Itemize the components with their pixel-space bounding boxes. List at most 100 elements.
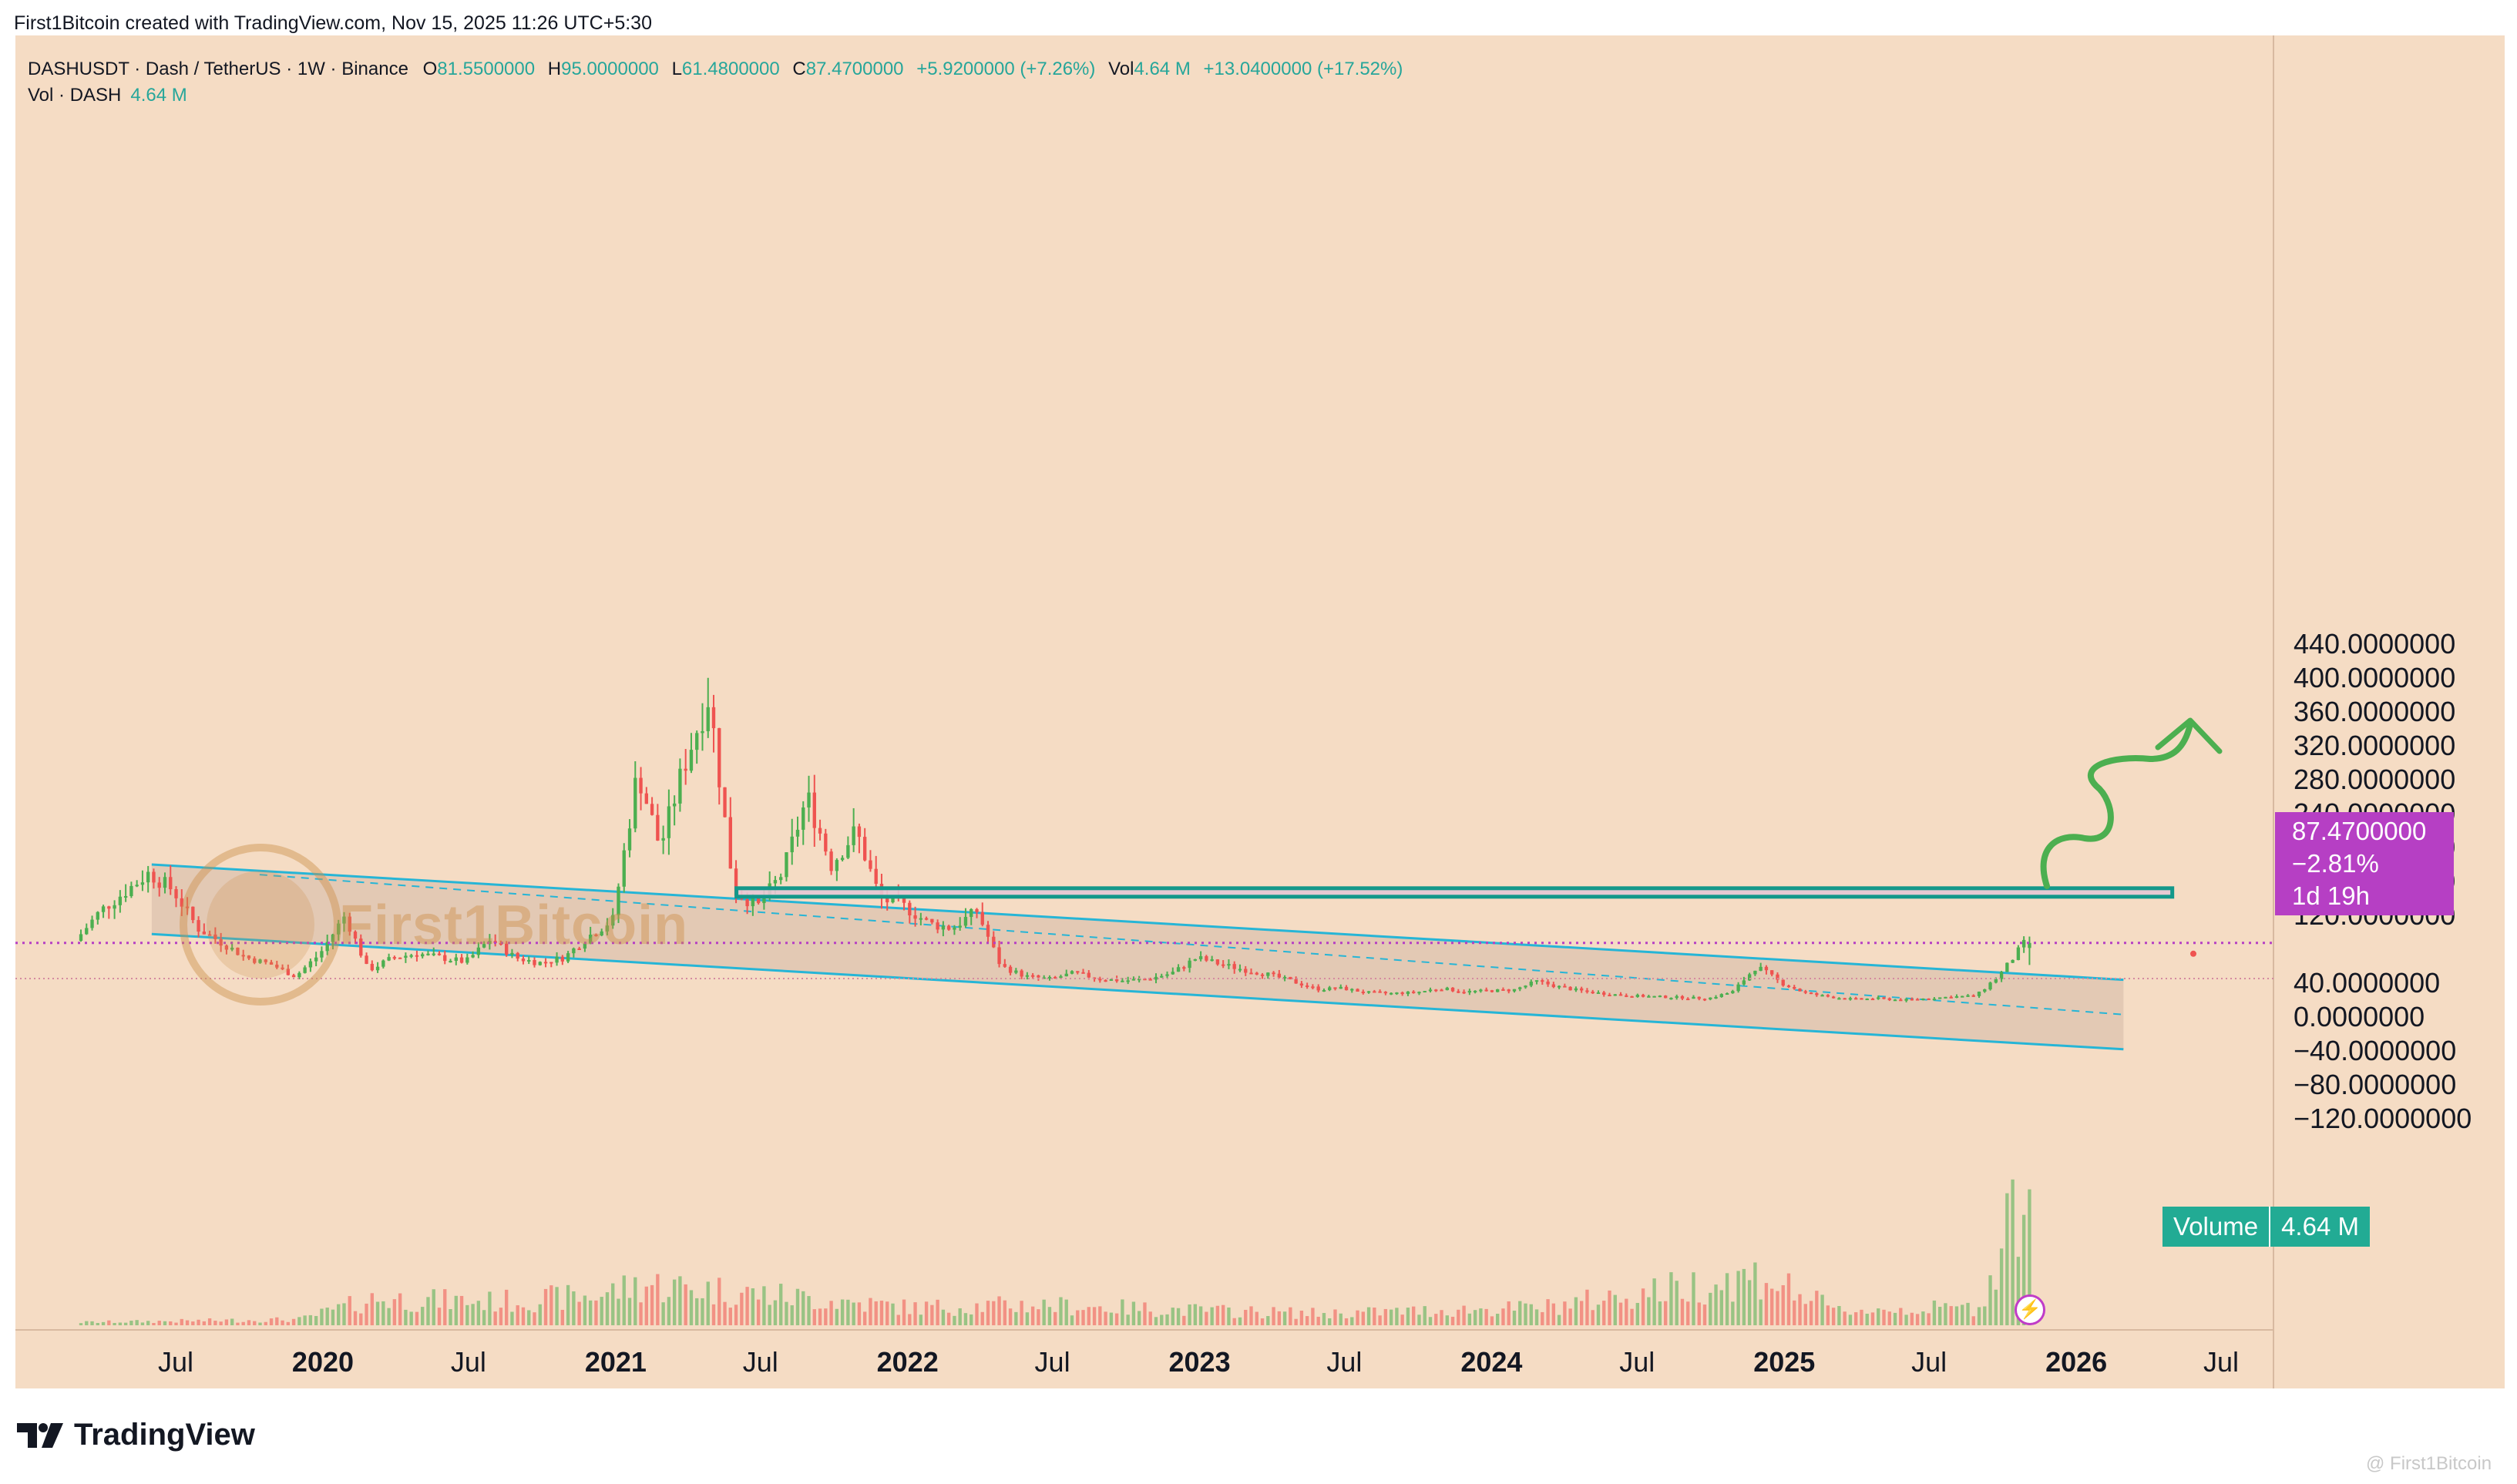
volume-bar[interactable] [1282,1311,1287,1325]
candle-body[interactable] [409,955,413,957]
candle-body[interactable] [2021,939,2026,948]
candle-body[interactable] [1215,959,1220,965]
candle-body[interactable] [1764,966,1769,971]
candle-body[interactable] [1507,989,1511,992]
volume-bar[interactable] [1831,1308,1836,1325]
candle-body[interactable] [656,814,660,841]
volume-bar[interactable] [342,1303,346,1325]
volume-bar[interactable] [1198,1306,1203,1325]
volume-bar[interactable] [667,1297,671,1325]
candle-body[interactable] [1860,998,1863,1000]
volume-bar[interactable] [644,1286,649,1325]
candle-body[interactable] [711,707,716,729]
volume-bar[interactable] [1647,1297,1651,1325]
volume-bar[interactable] [751,1288,755,1325]
volume-bar[interactable] [1574,1297,1578,1325]
candle-body[interactable] [499,943,503,945]
candle-body[interactable] [180,898,183,907]
candle-body[interactable] [1625,995,1628,997]
volume-bar[interactable] [1658,1301,1662,1325]
volume-bar[interactable] [1983,1306,1987,1325]
volume-bar[interactable] [852,1302,855,1325]
candle-body[interactable] [1232,964,1236,969]
volume-bar[interactable] [1843,1311,1847,1325]
candle-body[interactable] [465,957,469,963]
candle-body[interactable] [869,860,872,869]
volume-bar[interactable] [790,1305,794,1325]
candle-body[interactable] [224,945,229,950]
volume-bar[interactable] [1961,1304,1964,1325]
volume-bar[interactable] [533,1312,536,1325]
candle-body[interactable] [1428,989,1433,992]
volume-bar[interactable] [684,1284,687,1325]
volume-bar[interactable] [1618,1302,1623,1325]
candle-body[interactable] [1316,986,1320,991]
candle-body[interactable] [1877,997,1880,999]
candle-body[interactable] [824,833,828,852]
volume-bar[interactable] [611,1283,615,1325]
candle-body[interactable] [157,882,161,888]
volume-bar[interactable] [1272,1307,1275,1325]
candle-body[interactable] [818,828,822,834]
volume-bar[interactable] [1848,1314,1853,1325]
candle-body[interactable] [734,868,738,896]
candle-body[interactable] [1037,975,1040,978]
volume-bar[interactable] [695,1298,699,1325]
candle-body[interactable] [140,882,145,885]
volume-bar[interactable] [980,1311,984,1325]
volume-bar[interactable] [936,1299,939,1325]
volume-bar[interactable] [1092,1307,1097,1325]
volume-bar[interactable] [426,1297,430,1325]
volume-bar[interactable] [1244,1309,1248,1325]
volume-bar[interactable] [1702,1304,1707,1325]
candle-body[interactable] [1277,973,1282,978]
candle-body[interactable] [1434,989,1438,992]
volume-bar[interactable] [555,1287,559,1325]
candle-body[interactable] [1366,991,1371,993]
volume-bar[interactable] [1837,1306,1841,1325]
volume-bar[interactable] [1971,1316,1975,1325]
volume-bar[interactable] [1608,1290,1611,1325]
volume-bar[interactable] [398,1293,402,1325]
candle-body[interactable] [812,792,816,828]
candle-body[interactable] [1076,971,1080,973]
candle-body[interactable] [650,804,654,815]
candle-body[interactable] [505,943,509,955]
candle-body[interactable] [1440,989,1443,992]
candle-body[interactable] [1669,998,1673,1000]
candle-body[interactable] [1014,970,1018,973]
candle-body[interactable] [1719,994,1723,997]
volume-bar[interactable] [499,1308,503,1325]
candle-body[interactable] [840,858,845,861]
volume-bar[interactable] [392,1299,397,1325]
candle-body[interactable] [1949,996,1953,999]
candle-body[interactable] [1395,992,1399,995]
candle-body[interactable] [353,932,358,939]
candle-body[interactable] [1910,999,1914,1001]
candle-body[interactable] [1383,992,1388,994]
channel-mid-line[interactable] [259,874,2124,1016]
volume-bar[interactable] [1826,1305,1830,1325]
candle-body[interactable] [488,941,492,945]
candle-body[interactable] [163,877,167,888]
volume-bar[interactable] [1977,1307,1981,1325]
volume-bar[interactable] [908,1314,912,1325]
candle-body[interactable] [633,777,637,829]
volume-bar[interactable] [818,1308,822,1325]
volume-bar[interactable] [1596,1304,1601,1325]
candle-body[interactable] [291,975,296,978]
candle-body[interactable] [320,951,324,958]
volume-bar[interactable] [891,1303,895,1325]
volume-bar[interactable] [1904,1314,1908,1325]
candle-body[interactable] [801,807,805,830]
volume-bar[interactable] [1887,1311,1891,1325]
volume-bar[interactable] [1440,1310,1443,1325]
candle-body[interactable] [678,768,682,804]
volume-bar[interactable] [762,1286,766,1325]
candle-body[interactable] [314,957,318,962]
candle-body[interactable] [1299,983,1304,985]
candle-body[interactable] [1255,972,1258,975]
candle-body[interactable] [443,955,447,962]
candle-body[interactable] [1289,976,1292,979]
candle-body[interactable] [1479,989,1483,992]
